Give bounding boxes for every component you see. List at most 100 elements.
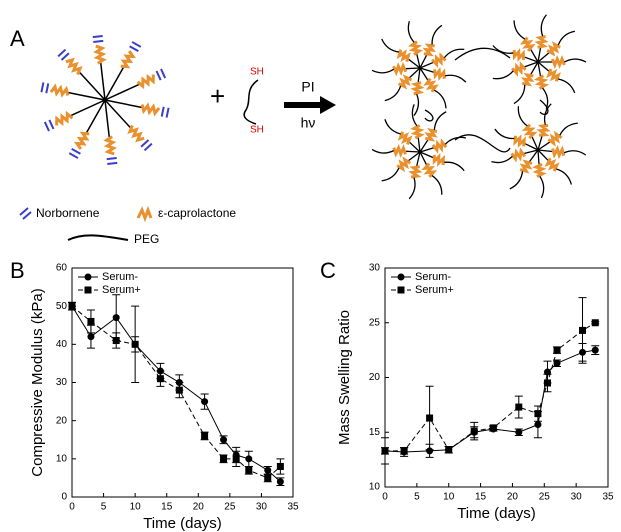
marker <box>264 474 272 482</box>
x-tick-label: 30 <box>256 502 268 513</box>
caprolactone <box>93 44 107 65</box>
norbornene <box>106 156 117 161</box>
peg-tail <box>509 171 524 190</box>
marker <box>445 446 453 454</box>
peg-tail <box>564 150 587 156</box>
marker <box>543 379 551 387</box>
series-line <box>71 305 281 483</box>
marker <box>245 455 253 463</box>
legend-label: Serum+ <box>102 284 141 296</box>
arm <box>408 58 421 69</box>
series-line <box>384 349 596 453</box>
norbornene <box>40 82 45 93</box>
marker <box>534 421 542 429</box>
arm <box>537 149 540 165</box>
norbornene <box>155 70 162 81</box>
caprolactone <box>397 131 413 145</box>
norbornene <box>143 142 153 152</box>
peg-tail <box>384 119 401 135</box>
arm <box>537 61 550 72</box>
arm <box>104 99 131 128</box>
marker <box>264 466 272 474</box>
x-tick-label: 30 <box>571 492 583 503</box>
marker <box>470 427 478 435</box>
arm <box>408 67 421 79</box>
marker <box>276 478 284 486</box>
y-tick-label: 15 <box>369 427 381 438</box>
peg-tail <box>433 111 447 130</box>
y-tick-label: 10 <box>56 453 68 464</box>
caprolactone <box>433 66 446 82</box>
initiator-label: PI <box>301 79 314 95</box>
caprolactone <box>533 74 550 90</box>
marker <box>426 414 434 422</box>
caprolactone-icon <box>136 205 153 223</box>
arm <box>405 67 421 70</box>
norbornene <box>60 52 70 61</box>
arm <box>104 99 110 138</box>
norbornene <box>107 161 118 166</box>
arm <box>537 61 542 77</box>
thiol-label: SH <box>250 125 264 136</box>
legend-label: Serum+ <box>415 284 454 296</box>
x-tick-label: 15 <box>161 502 173 513</box>
peg-tail <box>384 85 402 102</box>
marker <box>245 466 253 474</box>
x-tick-label: 35 <box>602 492 614 503</box>
marker <box>112 337 120 345</box>
marker <box>579 326 587 334</box>
arm <box>408 151 421 162</box>
peg-tail <box>492 70 514 80</box>
arm <box>104 99 142 109</box>
arm <box>417 67 421 83</box>
caprolactone <box>136 73 155 90</box>
marker <box>515 403 523 411</box>
caprolactone <box>511 61 527 77</box>
peg-tail <box>431 24 443 45</box>
x-tick-label: 10 <box>443 492 455 503</box>
norbornene <box>45 83 50 94</box>
legend-marker <box>84 273 92 281</box>
peg-tail <box>444 161 465 172</box>
norbornene <box>57 48 67 58</box>
arm <box>524 143 539 151</box>
caprolactone <box>422 43 437 57</box>
caprolactone <box>431 138 448 154</box>
arm <box>537 141 551 151</box>
x-tick-label: 35 <box>287 502 299 513</box>
marker <box>276 462 284 470</box>
x-tick-label: 25 <box>224 502 236 513</box>
peg-tail <box>431 174 443 195</box>
caprolactone <box>421 162 438 178</box>
series-line <box>71 305 281 479</box>
arm <box>530 49 539 63</box>
peg-tail <box>540 14 547 37</box>
x-tick-label: 25 <box>539 492 551 503</box>
caprolactone <box>519 159 533 174</box>
dithiol <box>243 79 259 125</box>
y-tick-label: 40 <box>56 339 68 350</box>
y-tick-label: 20 <box>56 415 68 426</box>
norbornene <box>165 107 170 118</box>
crosslink <box>424 109 434 122</box>
arm <box>104 67 124 101</box>
arm <box>531 136 539 151</box>
y-tick-label: 30 <box>369 263 381 274</box>
peg-tail <box>491 155 513 164</box>
marker <box>131 340 139 348</box>
light-label: hν <box>301 115 316 131</box>
legend-label: Serum- <box>102 271 138 283</box>
caprolactone <box>551 145 566 160</box>
series-line <box>385 322 596 452</box>
caprolactone <box>120 50 136 69</box>
norbornene <box>68 152 79 159</box>
y-tick-label: 50 <box>56 301 68 312</box>
caprolactone <box>392 61 408 77</box>
norbornene <box>43 121 50 132</box>
y-tick-label: 30 <box>56 377 68 388</box>
caprolactone <box>127 124 145 143</box>
legend-marker <box>397 273 405 281</box>
arm <box>70 99 106 117</box>
marker <box>112 314 120 322</box>
caprolactone <box>534 35 549 49</box>
